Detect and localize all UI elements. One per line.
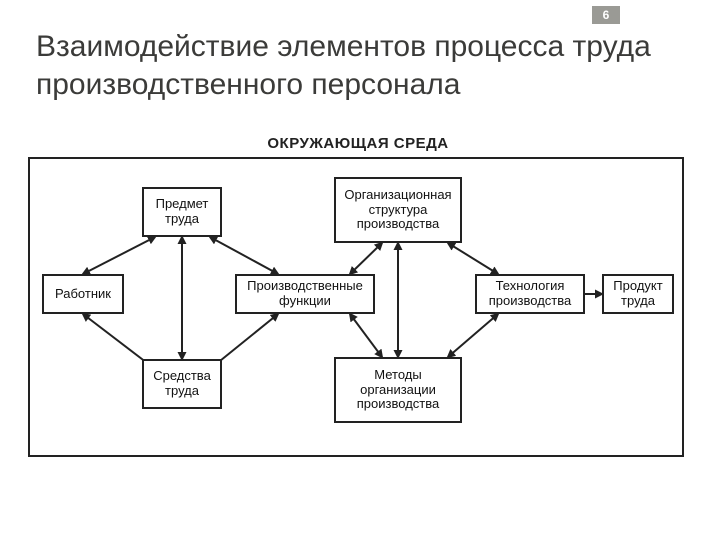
edge-func-methods — [350, 314, 382, 357]
page-number-badge: 6 — [592, 6, 620, 24]
node-struct: Организационная структура производства — [334, 177, 462, 243]
node-subject: Предмет труда — [142, 187, 222, 237]
page-title: Взаимодействие элементов процесса труда … — [36, 28, 684, 103]
edge-func-struct — [350, 243, 382, 274]
node-worker: Работник — [42, 274, 124, 314]
node-means: Средства труда — [142, 359, 222, 409]
node-tech: Технология производства — [475, 274, 585, 314]
diagram-frame: Работник Предмет труда Средства труда Произ… — [28, 157, 684, 457]
node-product: Продукт труда — [602, 274, 674, 314]
edge-subject-func — [210, 237, 278, 274]
environment-label: ОКРУЖАЮЩАЯ СРЕДА — [28, 135, 688, 152]
edge-methods-tech — [448, 314, 498, 357]
edge-worker-subject — [83, 237, 155, 274]
node-func: Производственные функции — [235, 274, 375, 314]
edge-struct-tech — [448, 243, 498, 274]
diagram-container: ОКРУЖАЮЩАЯ СРЕДА Работник Предмет труда Ср… — [28, 135, 688, 465]
node-methods: Методы организации производства — [334, 357, 462, 423]
slide: 6 Взаимодействие элементов процесса труд… — [0, 0, 720, 540]
